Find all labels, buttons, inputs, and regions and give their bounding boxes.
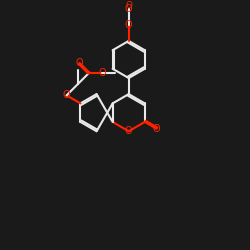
Text: O: O (98, 68, 106, 78)
Text: O: O (125, 126, 132, 136)
Text: O: O (125, 20, 132, 30)
Text: O: O (125, 4, 132, 14)
Text: O: O (125, 0, 132, 10)
Text: O: O (76, 58, 84, 68)
Text: O: O (153, 124, 160, 134)
Text: O: O (63, 90, 70, 100)
